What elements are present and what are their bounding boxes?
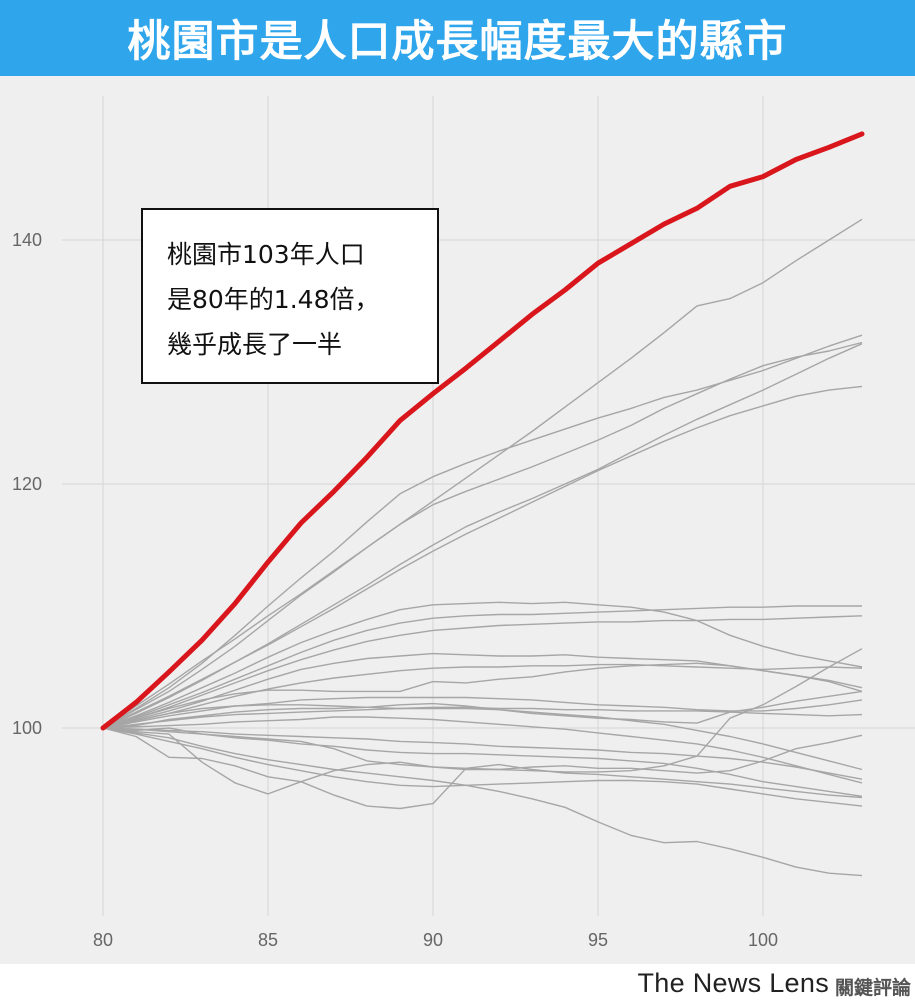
- series-line-23: [102, 727, 863, 807]
- y-tick-label: 100: [12, 718, 42, 738]
- series-line-7: [102, 605, 862, 729]
- annotation-box: 桃園市103年人口 是80年的1.48倍， 幾乎成長了一半: [141, 208, 439, 384]
- series-line-20: [102, 727, 863, 783]
- series-line-21: [102, 727, 863, 877]
- highlight-layer: [100, 131, 865, 731]
- series-line-3: [102, 385, 863, 729]
- series-line-5: [102, 343, 863, 729]
- footer: The News Lens 關鍵評論: [0, 964, 915, 1003]
- series-line-15: [102, 706, 863, 729]
- annotation-line-3: 幾乎成長了一半: [167, 330, 343, 359]
- series-line-19: [102, 727, 863, 797]
- y-tick-label: 140: [12, 230, 42, 250]
- brand-logo-text[interactable]: The News Lens: [637, 968, 829, 998]
- annotation-line-1: 桃園市103年人口: [167, 240, 365, 269]
- x-tick-label: 95: [588, 930, 608, 950]
- series-line-10: [102, 663, 863, 729]
- series-line-1: [102, 218, 863, 729]
- series-line-8: [102, 615, 863, 729]
- series-line-13: [102, 704, 863, 771]
- x-tick-label: 100: [748, 930, 778, 950]
- plot-area: 80 85 90 95 100 100 120 140 桃園市103年人口 是80年的1.48…: [0, 76, 915, 964]
- title-bar: 桃園市是人口成長幅度最大的縣市: [0, 0, 915, 76]
- tick-layer: 80 85 90 95 100 100 120 140: [12, 230, 778, 950]
- annotation-line-2: 是80年的1.48倍，: [167, 285, 380, 314]
- x-tick-label: 90: [423, 930, 443, 950]
- x-tick-label: 80: [93, 930, 113, 950]
- line-chart: 80 85 90 95 100 100 120 140: [12, 96, 915, 950]
- series-line-16: [102, 716, 863, 784]
- series-line-11: [102, 662, 863, 729]
- series-layer: [102, 218, 863, 877]
- highlight-series-line: [100, 131, 865, 731]
- series-line-9: [102, 652, 863, 729]
- series-line-2: [102, 334, 863, 729]
- series-line-6: [102, 601, 863, 729]
- series-line-22: [102, 727, 863, 810]
- series-line-17: [102, 727, 863, 780]
- y-tick-label: 120: [12, 474, 42, 494]
- chart-title: 桃園市是人口成長幅度最大的縣市: [127, 17, 788, 67]
- x-tick-label: 85: [258, 930, 278, 950]
- brand-logo-cn[interactable]: 關鍵評論: [834, 977, 911, 999]
- series-line-4: [102, 341, 863, 729]
